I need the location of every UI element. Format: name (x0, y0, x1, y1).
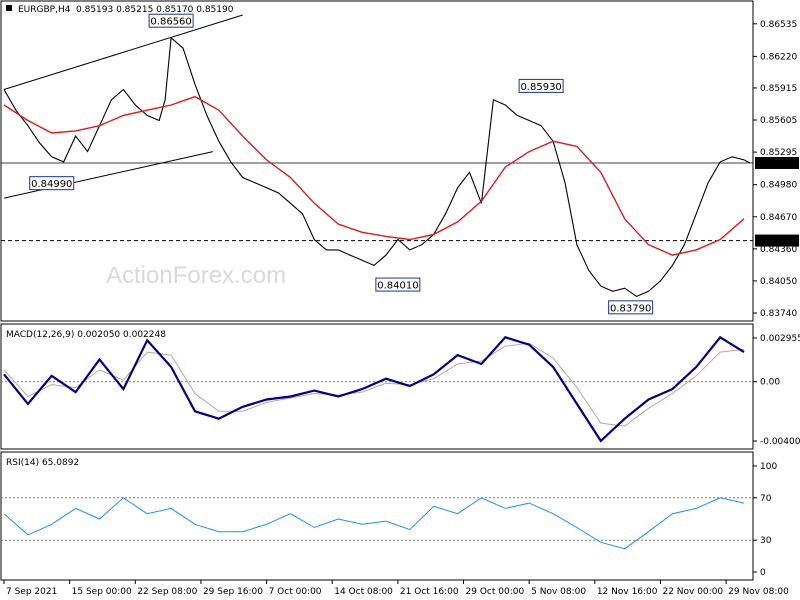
annotation-box (518, 78, 564, 93)
time-tick-label: 7 Sep 2021 (6, 587, 57, 597)
channel-lines (3, 14, 243, 199)
rsi-tick-label: 0 (760, 568, 766, 578)
rsi-label: RSI(14) 65.0892 (6, 458, 79, 468)
rsi-line (3, 497, 745, 550)
time-tick-label: 12 Nov 16:00 (597, 587, 658, 597)
price-tick-label: 0.84050 (760, 277, 797, 287)
price-tick-label: 0.85295 (760, 148, 797, 158)
rsi-tick-label: 30 (760, 536, 772, 546)
price-panel: ActionForex.com 0.865600.849900.859300.8… (0, 0, 799, 322)
price-tick-label: 0.84670 (760, 213, 797, 223)
price-tick-label: 0.85915 (760, 84, 797, 94)
price-panel-frame (0, 0, 754, 322)
annotation-label: 0.84990 (31, 179, 72, 190)
rsi-panel-frame (0, 451, 754, 581)
macd-axis: 0.002955 0.00 -0.004009 (753, 334, 800, 447)
macd-line (3, 335, 745, 443)
header-triangle-icon (6, 5, 12, 11)
macd-tick-label: 0.002955 (760, 334, 800, 344)
annotation-label: 0.85930 (520, 82, 561, 93)
rsi-tick-label: 70 (760, 494, 772, 504)
macd-tick-label: -0.004009 (760, 437, 800, 447)
rsi-levels (1, 497, 753, 541)
macd-signal-line (3, 342, 745, 427)
channel-line (3, 151, 213, 199)
rsi-axis: 100 70 30 0 (753, 462, 777, 578)
price-tick-label: 0.84980 (760, 181, 797, 191)
time-tick-label: 7 Oct 00:00 (269, 587, 322, 597)
annotation-box (29, 176, 75, 191)
time-tick-label: 21 Oct 16:00 (400, 587, 459, 597)
macd-tick-label: 0.00 (760, 378, 780, 388)
annotation-label: 0.84010 (377, 281, 418, 292)
annotation-label: 0.83790 (610, 303, 651, 314)
channel-line (3, 14, 243, 90)
rsi-panel: 100 70 30 0 RSI(14) 65.0892 (0, 451, 777, 581)
annotation-label: 0.86560 (150, 17, 191, 28)
time-tick-label: 29 Sep 16:00 (203, 587, 263, 597)
current-price-tag-box (755, 156, 799, 169)
annotation-box (148, 13, 194, 28)
annotation-box (375, 277, 421, 292)
price-tick-label: 0.84360 (760, 245, 797, 255)
watermark: ActionForex.com (106, 262, 286, 289)
price-axis: 0.86535 0.86220 0.85915 0.85605 0.85295 0.849… (753, 20, 799, 319)
time-axis: 7 Sep 2021 15 Sep 00:00 22 Sep 08:00 29 Sep… (3, 580, 789, 597)
rsi-tick-label: 100 (760, 462, 777, 472)
time-tick-label: 29 Oct 00:00 (466, 587, 525, 597)
moving-average-line (3, 95, 745, 256)
current-price-tag-label: 0.85190 (758, 159, 795, 169)
macd-panel: 0.002955 0.00 -0.004009 MACD(12,26,9) 0.00… (0, 323, 800, 450)
price-annotations: 0.86560 0.84990 0.85930 0.84010 0.83790 (29, 13, 654, 315)
price-tick-label: 0.85605 (760, 116, 797, 126)
price-tick-label: 0.86535 (760, 20, 797, 30)
time-tick-label: 22 Sep 08:00 (137, 587, 197, 597)
price-tick-label: 0.86220 (760, 52, 797, 62)
price-tick-label: 0.83740 (760, 309, 797, 319)
chart-header-ohlc: 0.85193 0.85215 0.85170 0.85190 (76, 5, 234, 15)
chart-header-symbol: EURGBP,H4 (18, 5, 71, 15)
time-tick-label: 29 Nov 08:00 (728, 587, 789, 597)
level-price-tag-label: 0.84440 (758, 237, 795, 247)
time-tick-label: 5 Nov 08:00 (531, 587, 586, 597)
annotation-box (608, 300, 654, 315)
price-series-line (3, 36, 751, 298)
time-tick-label: 22 Nov 00:00 (662, 587, 723, 597)
macd-label: MACD(12,26,9) 0.002050 0.002248 (6, 330, 166, 340)
level-price-tag-box (755, 234, 799, 247)
time-tick-label: 15 Sep 00:00 (72, 587, 132, 597)
time-tick-label: 14 Oct 08:00 (334, 587, 393, 597)
